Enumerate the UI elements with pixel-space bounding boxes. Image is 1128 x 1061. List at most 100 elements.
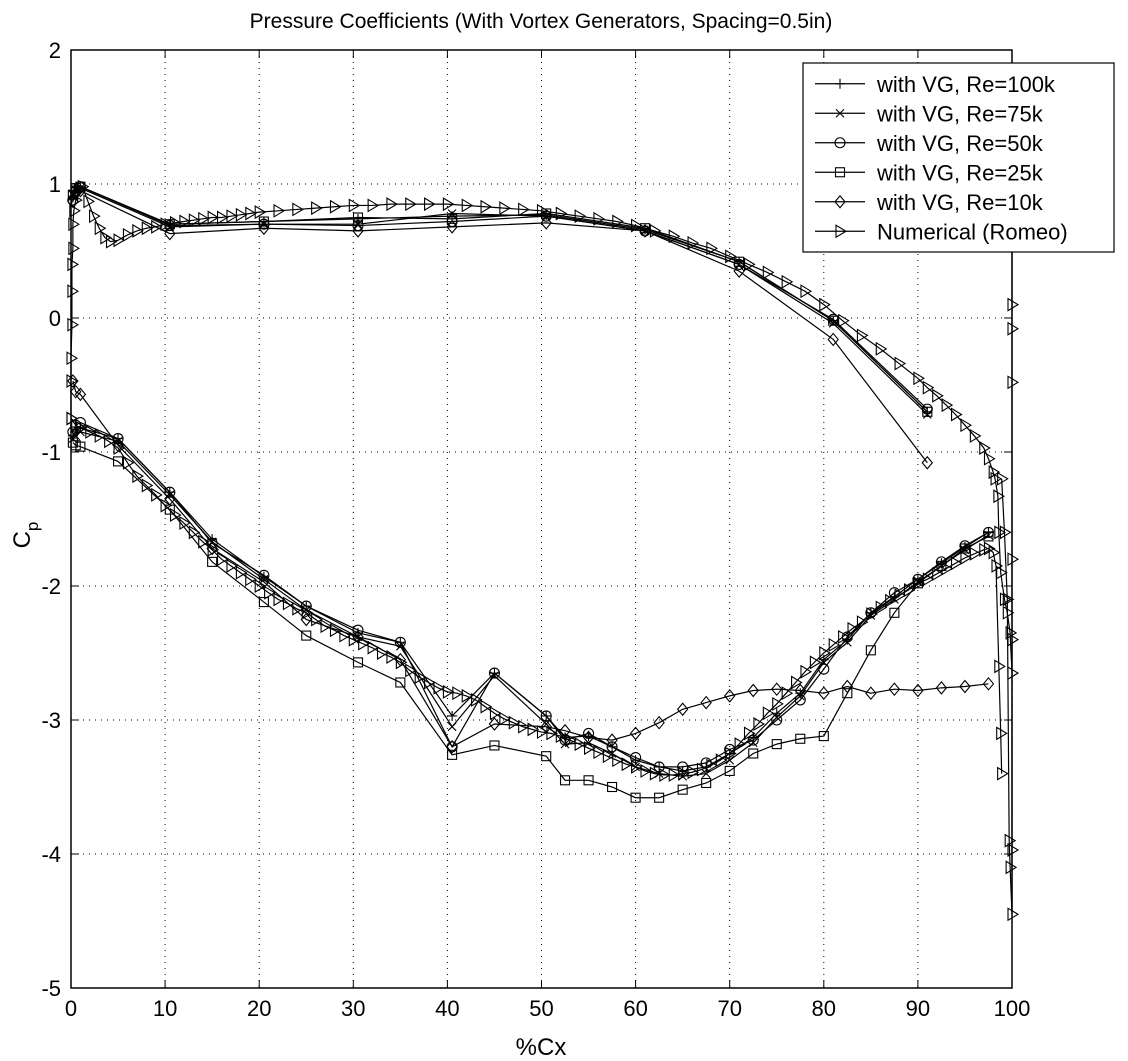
triangle-right-marker [1004,833,1017,848]
triangle-right-marker [996,726,1008,741]
triangle-right-marker [141,478,154,493]
triangle-right-marker [151,219,163,234]
series-6 [66,163,1020,922]
triangle-right-marker [160,217,173,232]
triangle-right-marker [301,605,314,620]
triangle-right-marker [856,615,869,630]
y-tick-label: 2 [49,38,61,63]
x-axis-label: %Cx [516,1034,567,1061]
circle-marker [794,694,806,706]
square-marker [559,775,571,786]
triangle-right-marker [809,655,822,670]
triangle-right-marker [979,441,991,455]
circle-marker [771,714,783,726]
circle-marker [164,486,176,498]
circle-marker [630,751,642,764]
square-marker [352,212,364,223]
triangle-right-marker [922,380,935,395]
triangle-right-marker [104,434,116,449]
triangle-right-marker [668,767,681,782]
circle-marker [488,667,501,679]
triangle-right-marker [386,197,399,212]
square-marker [748,748,759,759]
diamond-marker [818,686,830,701]
triangle-right-marker [75,420,88,435]
square-marker [936,560,947,571]
y-tick-label: -1 [41,440,61,465]
square-marker [301,630,312,641]
diamond-marker [258,575,270,589]
triangle-right-marker [433,680,446,695]
triangle-right-marker [743,257,756,272]
triangle-right-marker [913,576,925,591]
diamond-marker [352,224,364,238]
plus-marker [835,78,845,89]
triangle-right-marker [612,214,624,229]
x-marker [165,490,175,500]
legend-label: with VG, Re=25k [876,160,1044,185]
triangle-right-marker [527,722,540,737]
legend-entry: with VG, Re=50k [815,131,1044,156]
square-marker [842,688,853,699]
triangle-right-marker [348,198,361,213]
diamond-marker [935,680,948,695]
triangle-right-marker [395,655,408,670]
square-marker [583,775,594,786]
triangle-right-marker [1007,321,1020,336]
triangle-right-marker [668,229,681,244]
triangle-right-marker [1002,605,1015,620]
diamond-marker [74,387,87,402]
triangle-right-marker [781,686,794,701]
triangle-right-marker [264,585,276,600]
triangle-right-marker [762,265,775,280]
legend-label: with VG, Re=50k [876,131,1044,156]
triangle-right-marker [235,207,248,222]
triangle-right-marker [875,600,888,615]
triangle-right-marker [254,205,267,220]
triangle-right-marker [640,763,653,778]
triangle-right-marker [903,583,916,597]
x-marker [835,108,845,118]
diamond-marker [540,216,552,230]
triangle-right-marker [950,556,963,571]
triangle-right-marker [932,566,944,581]
triangle-right-marker [565,733,577,748]
triangle-right-marker [913,371,925,386]
triangle-right-marker [217,210,229,225]
triangle-right-marker [546,726,558,741]
diamond-marker [258,221,270,236]
square-marker [258,216,269,227]
triangle-right-marker [132,469,144,484]
circle-marker [606,741,618,753]
triangle-right-marker [94,428,107,443]
triangle-right-marker [452,686,464,701]
triangle-right-marker [555,206,568,221]
diamond-marker [700,695,712,710]
diamond-marker [921,455,934,470]
triangle-right-marker [536,203,549,218]
legend-entry: Numerical (Romeo) [815,219,1068,244]
triangle-right-marker [838,629,850,644]
triangle-right-marker [687,235,700,250]
circle-marker [258,569,270,581]
triangle-right-marker [574,737,587,752]
triangle-right-marker [151,487,163,502]
x-marker [725,755,735,765]
diamond-marker [653,715,665,730]
x-tick-label: 20 [247,996,271,1021]
triangle-right-marker [169,508,182,522]
triangle-right-marker [499,711,511,726]
y-axis-label-subscript: p [23,522,42,531]
square-marker [541,751,552,762]
x-marker [560,739,570,749]
x-marker [447,722,457,732]
triangle-right-marker [875,341,888,356]
triangle-right-marker [828,637,841,652]
triangle-right-marker [85,424,97,439]
legend: with VG, Re=100k with VG, Re=75k with VG, … [802,62,1115,253]
triangle-right-marker [791,675,803,690]
triangle-right-marker [696,762,709,777]
x-tick-label: 40 [435,996,459,1021]
y-tick-label: -5 [41,976,61,1001]
triangle-right-marker [292,601,304,616]
